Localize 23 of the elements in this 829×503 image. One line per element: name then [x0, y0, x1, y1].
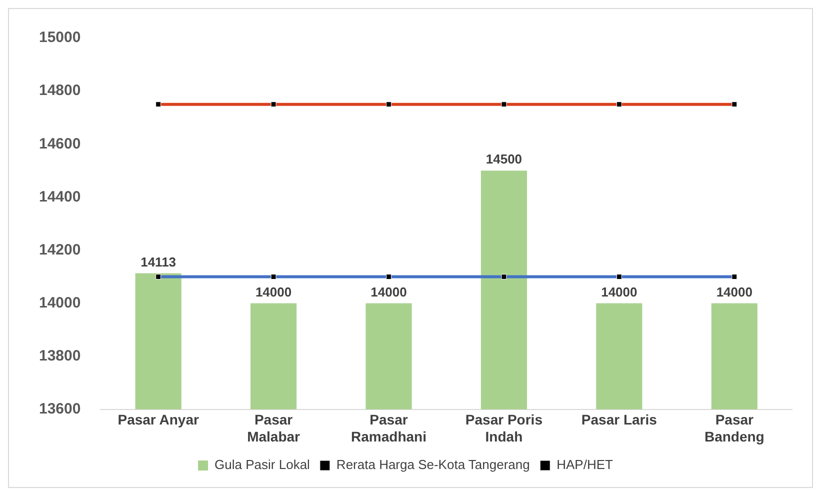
y-tick-label: 14400 — [38, 188, 81, 206]
x-tick-label: Pasar Ramadhani — [351, 412, 426, 444]
data-label: 14000 — [255, 284, 292, 300]
x-tick-label: Pasar Poris Indah — [465, 412, 543, 444]
data-label: 14000 — [716, 284, 752, 300]
y-tick-label: 13600 — [38, 400, 81, 418]
legend-label: Rerata Harga Se-Kota Tangerang — [336, 457, 530, 472]
data-label: 14000 — [601, 284, 638, 300]
y-tick-label: 13800 — [38, 347, 81, 364]
x-tick-label: Pasar Anyar — [118, 412, 200, 428]
legend-label: HAP/HET — [556, 457, 614, 472]
y-tick-label: 14800 — [38, 82, 81, 100]
x-tick-label: Pasar Malabar — [247, 412, 301, 444]
x-tick-label: Pasar Bandeng — [704, 412, 764, 444]
x-tick-label: Pasar Laris — [581, 412, 658, 428]
data-label: 14500 — [486, 152, 522, 167]
data-label: 14113 — [140, 254, 176, 270]
data-label: 14000 — [370, 284, 407, 300]
y-tick-label: 14600 — [38, 135, 81, 152]
y-tick-label: 15000 — [38, 29, 81, 46]
y-tick-label: 14000 — [38, 294, 81, 312]
y-tick-label: 14200 — [38, 241, 81, 258]
legend-label: Gula Pasir Lokal — [214, 457, 310, 472]
